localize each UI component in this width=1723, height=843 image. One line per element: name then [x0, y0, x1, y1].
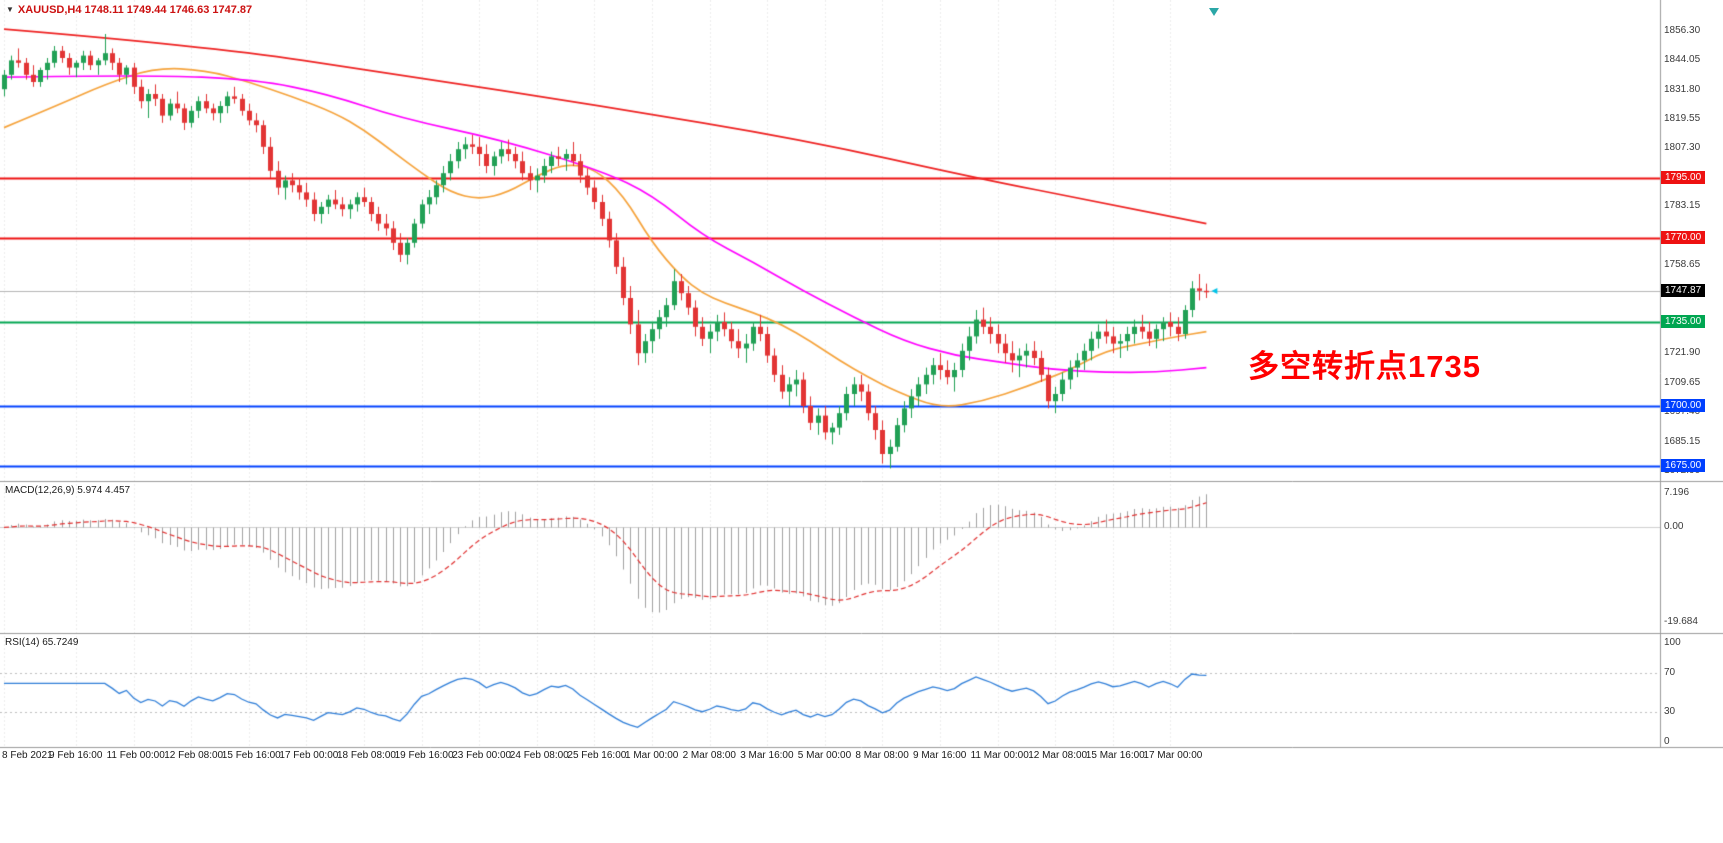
macd-axis-tick: -19.684: [1664, 616, 1698, 628]
price-axis-tick: 1844.05: [1664, 54, 1701, 66]
time-axis-label: 8 Feb 2021: [2, 750, 53, 761]
time-axis-label: 5 Mar 00:00: [797, 750, 852, 761]
chart-text-annotation[interactable]: 多空转折点1735: [1248, 349, 1481, 384]
price-axis-tick: 1819.55: [1664, 113, 1701, 125]
chart-shift-marker-icon[interactable]: [1209, 8, 1219, 16]
price-axis-tick: 1685.15: [1664, 435, 1701, 447]
rsi-indicator-label: RSI(14) 65.7249: [5, 637, 79, 648]
price-axis-tick: 1709.65: [1664, 376, 1701, 388]
time-axis-label: 15 Feb 16:00: [221, 750, 281, 761]
price-axis-tick: 1758.65: [1664, 259, 1701, 271]
time-axis-label: 17 Mar 00:00: [1143, 750, 1203, 761]
time-axis-label: 15 Mar 16:00: [1085, 750, 1145, 761]
time-axis-label: 23 Feb 00:00: [452, 750, 512, 761]
price-level-tag[interactable]: 1770.00: [1661, 231, 1706, 244]
price-level-tag[interactable]: 1675.00: [1661, 459, 1706, 472]
time-axis-label: 24 Feb 08:00: [509, 750, 569, 761]
price-axis-tick: 1783.15: [1664, 200, 1701, 212]
macd-indicator-label: MACD(12,26,9) 5.974 4.457: [5, 485, 131, 496]
symbol-ohlc-readout: XAUUSD,H4 1748.11 1749.44 1746.63 1747.8…: [17, 4, 253, 16]
time-axis-label: 12 Mar 08:00: [1028, 750, 1088, 761]
current-price-tag: 1747.87: [1661, 284, 1706, 298]
time-axis-label: 3 Mar 16:00: [740, 750, 794, 761]
time-axis-label: 2 Mar 08:00: [682, 750, 736, 761]
price-level-tag[interactable]: 1795.00: [1661, 171, 1706, 184]
price-axis-tick: 1831.80: [1664, 83, 1701, 95]
price-level-tag[interactable]: 1700.00: [1661, 399, 1706, 412]
time-axis-label: 9 Mar 16:00: [913, 750, 967, 761]
collapse-indicator-icon[interactable]: ▼: [6, 5, 14, 14]
time-axis-label: 8 Mar 08:00: [855, 750, 909, 761]
rsi-axis-tick: 0: [1664, 736, 1670, 747]
time-axis-label: 11 Feb 00:00: [106, 750, 165, 761]
time-axis-label: 25 Feb 16:00: [567, 750, 627, 761]
price-axis-tick: 1856.30: [1664, 24, 1701, 36]
price-level-tag[interactable]: 1735.00: [1661, 315, 1706, 328]
rsi-axis-tick: 30: [1664, 706, 1676, 718]
macd-axis-tick: 7.196: [1664, 486, 1690, 498]
macd-axis-tick: 0.00: [1664, 521, 1684, 533]
price-axis-tick: 1721.90: [1664, 347, 1701, 359]
rsi-axis-tick: 70: [1664, 666, 1676, 678]
time-axis-label: 1 Mar 00:00: [625, 750, 679, 761]
time-axis-label: 9 Feb 16:00: [49, 750, 103, 761]
time-axis-label: 19 Feb 16:00: [394, 750, 454, 761]
rsi-axis-tick: 100: [1664, 637, 1681, 648]
time-axis-label: 12 Feb 08:00: [164, 750, 224, 761]
time-axis-label: 18 Feb 08:00: [337, 750, 396, 761]
price-axis-tick: 1807.30: [1664, 142, 1701, 154]
time-axis-label: 11 Mar 00:00: [970, 750, 1029, 761]
chart-title: ▼ XAUUSD,H4 1748.11 1749.44 1746.63 1747…: [6, 4, 252, 16]
time-axis-label: 17 Feb 00:00: [279, 750, 339, 761]
